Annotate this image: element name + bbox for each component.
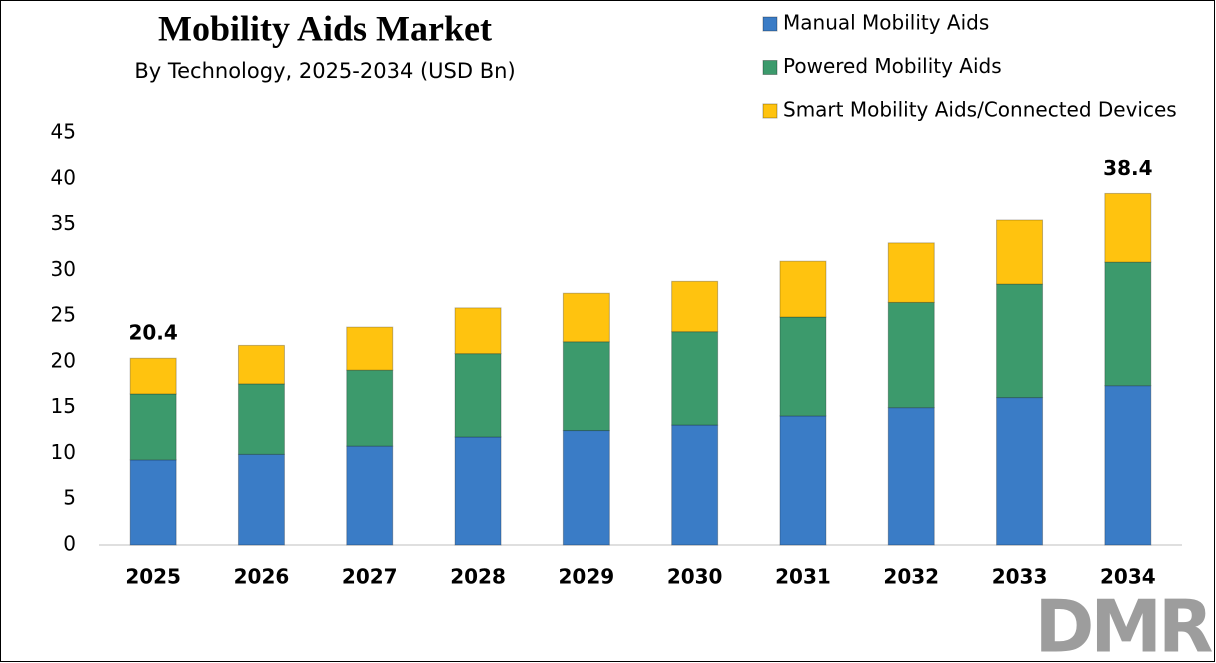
- legend-swatch: [762, 60, 778, 75]
- logo: DMR: [1035, 585, 1212, 663]
- total-label: 38.4: [1103, 156, 1152, 180]
- bar-segment: [454, 436, 502, 546]
- legend-swatch: [762, 103, 778, 119]
- x-tick-label: 2025: [125, 565, 181, 589]
- x-tick-label: 2034: [1100, 565, 1156, 589]
- bar-segment: [237, 344, 285, 385]
- total-label: 20.4: [128, 321, 177, 345]
- bar-segment: [346, 445, 394, 546]
- bar-segment: [454, 353, 502, 438]
- bar-segment: [887, 407, 935, 546]
- bar-segment: [237, 453, 285, 546]
- bar-segment: [887, 242, 935, 303]
- bar-segment: [129, 459, 177, 546]
- legend-swatch: [762, 16, 778, 32]
- legend-label: Smart Mobility Aids/Connected Devices: [783, 98, 1177, 122]
- x-tick-label: 2029: [559, 565, 615, 589]
- x-tick-label: 2031: [775, 565, 831, 589]
- bar-segment: [562, 341, 610, 432]
- chart-title: Mobility Aids Market: [158, 8, 492, 48]
- bar-segment: [562, 430, 610, 546]
- bar-segment: [887, 301, 935, 409]
- y-tick-label: 45: [51, 120, 76, 144]
- legend-label: Manual Mobility Aids: [783, 11, 989, 35]
- bar-segment: [1104, 261, 1152, 387]
- bar-segment: [129, 393, 177, 461]
- bar-segment: [346, 326, 394, 371]
- y-tick-label: 15: [51, 394, 76, 418]
- bar-segment: [671, 331, 719, 426]
- x-tick-label: 2026: [234, 565, 290, 589]
- bar-segment: [779, 415, 827, 546]
- x-tick-label: 2030: [667, 565, 723, 589]
- y-tick-label: 25: [51, 303, 76, 327]
- y-tick-label: 5: [63, 486, 76, 510]
- bar-segment: [996, 219, 1044, 285]
- bar-segment: [996, 397, 1044, 546]
- bar-segment: [454, 307, 502, 355]
- x-tick-label: 2033: [992, 565, 1048, 589]
- bar-segment: [996, 283, 1044, 399]
- y-tick-label: 40: [51, 165, 76, 189]
- bar-segment: [1104, 385, 1152, 546]
- y-tick-label: 30: [51, 257, 76, 281]
- bar-segment: [779, 260, 827, 318]
- x-tick-label: 2027: [342, 565, 398, 589]
- bar-segment: [1104, 192, 1152, 263]
- y-tick-label: 35: [51, 211, 76, 235]
- y-tick-label: 20: [51, 348, 76, 372]
- bar-segment: [562, 292, 610, 343]
- x-tick-label: 2032: [883, 565, 939, 589]
- bar-segment: [346, 369, 394, 447]
- x-tick-label: 2028: [450, 565, 506, 589]
- bar-segment: [237, 383, 285, 455]
- y-tick-label: 10: [51, 440, 76, 464]
- y-tick-label: 0: [63, 532, 76, 556]
- legend-label: Powered Mobility Aids: [783, 54, 1002, 78]
- bar-segment: [671, 280, 719, 333]
- chart-subtitle: By Technology, 2025-2034 (USD Bn): [134, 59, 515, 83]
- bar-segment: [129, 357, 177, 395]
- bar-segment: [779, 316, 827, 417]
- bar-segment: [671, 424, 719, 546]
